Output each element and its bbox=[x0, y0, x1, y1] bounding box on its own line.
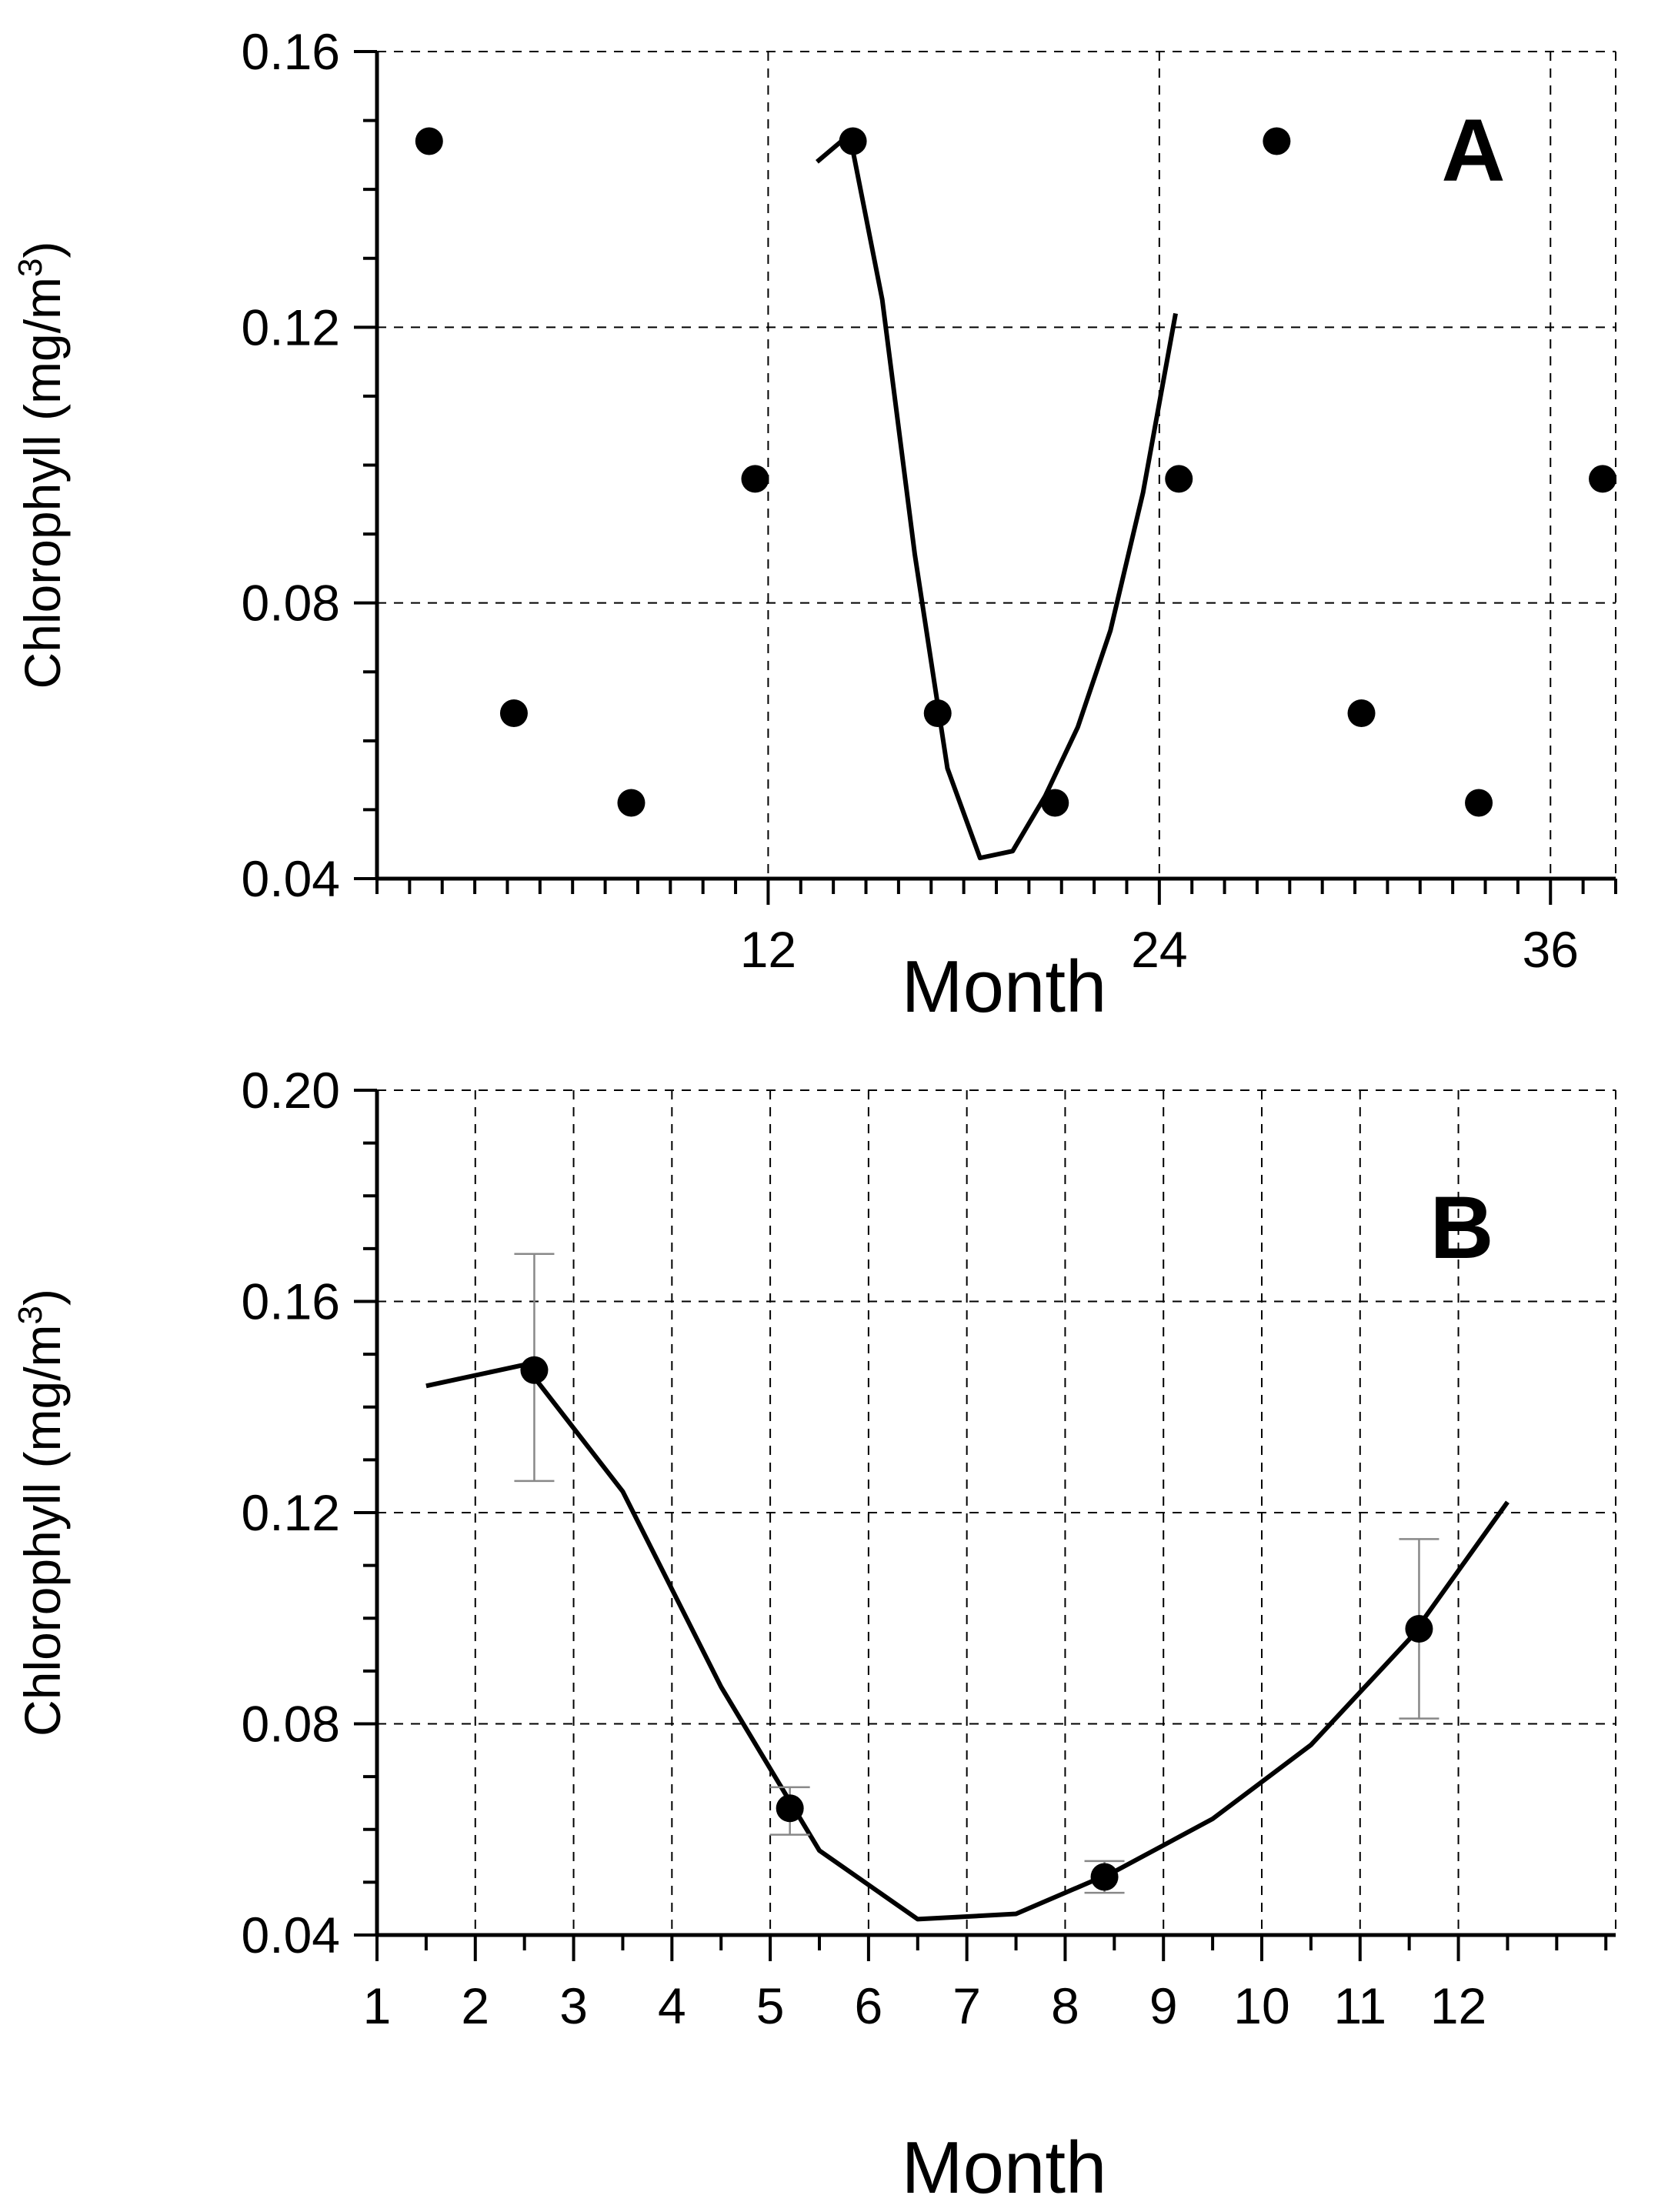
y-axis-title-end: ) bbox=[14, 1289, 71, 1306]
y-axis-title-base: Chlorophyll (mg/m bbox=[14, 277, 71, 689]
data-point bbox=[741, 465, 769, 493]
x-tick-label: 6 bbox=[855, 1977, 883, 2034]
y-axis-title-superscript: 3 bbox=[12, 1306, 49, 1324]
y-tick-label: 0.08 bbox=[242, 1696, 340, 1753]
x-tick-label: 24 bbox=[1131, 921, 1187, 978]
data-point bbox=[520, 1356, 549, 1384]
x-tick-label: 2 bbox=[461, 1977, 489, 2034]
model-line bbox=[425, 1362, 1510, 1922]
x-tick-label: 12 bbox=[1430, 1977, 1486, 2034]
x-tick-label: 5 bbox=[756, 1977, 785, 2034]
panel-b: 0.040.080.120.160.201 2 3 4 5 6 7 8 9 10 11 12Month… bbox=[12, 1062, 1616, 2209]
x-tick-label: 7 bbox=[952, 1977, 981, 2034]
x-tick-label: 4 bbox=[658, 1977, 686, 2034]
y-axis-title: Chlorophyll (mg/m3) bbox=[12, 1289, 71, 1737]
y-tick-label: 0.12 bbox=[242, 1484, 340, 1541]
y-axis-title-base: Chlorophyll (mg/m bbox=[14, 1324, 71, 1736]
y-tick-label: 0.12 bbox=[242, 299, 340, 355]
data-point bbox=[1165, 465, 1193, 493]
data-point bbox=[1263, 127, 1291, 155]
x-tick-label: 11 bbox=[1334, 1977, 1387, 2034]
data-point bbox=[776, 1794, 804, 1823]
model-line bbox=[816, 132, 1178, 861]
data-point bbox=[1041, 789, 1069, 817]
data-point bbox=[1347, 699, 1376, 727]
data-point bbox=[1589, 465, 1617, 493]
y-tick-label: 0.04 bbox=[242, 1907, 340, 1963]
x-axis-title: Month bbox=[902, 946, 1107, 1028]
data-point bbox=[1405, 1614, 1433, 1643]
y-tick-label: 0.04 bbox=[242, 850, 340, 907]
y-tick-label: 0.16 bbox=[242, 1273, 340, 1330]
panel-a: 0.04 0.08 0.12 0.16 12 24 36 Month Chlorophyll (… bbox=[12, 23, 1617, 1028]
y-axis-title-superscript: 3 bbox=[12, 259, 49, 277]
data-point bbox=[923, 699, 952, 727]
y-axis-title: Chlorophyll (mg/m3) bbox=[12, 242, 71, 689]
x-tick-label: 3 bbox=[559, 1977, 588, 2034]
data-point bbox=[1465, 789, 1493, 817]
y-tick-label: 0.08 bbox=[242, 575, 340, 632]
y-axis-title-end: ) bbox=[14, 242, 71, 259]
x-tick-label: 1 bbox=[363, 1977, 392, 2034]
x-tick-label: 9 bbox=[1149, 1977, 1178, 2034]
y-tick-label: 0.20 bbox=[242, 1062, 340, 1119]
y-tick-label: 0.16 bbox=[242, 23, 340, 80]
panel-letter: B bbox=[1429, 1179, 1493, 1277]
x-tick-label: 36 bbox=[1523, 921, 1579, 978]
data-point bbox=[415, 127, 443, 155]
data-point bbox=[617, 789, 646, 817]
x-axis-title: Month bbox=[902, 2127, 1107, 2209]
data-point bbox=[839, 127, 867, 155]
data-point bbox=[1090, 1863, 1119, 1891]
x-tick-label: 8 bbox=[1051, 1977, 1079, 2034]
panel-letter: A bbox=[1441, 102, 1505, 200]
x-tick-label: 10 bbox=[1233, 1977, 1289, 2034]
data-point bbox=[499, 699, 528, 727]
x-tick-label: 12 bbox=[740, 921, 796, 978]
